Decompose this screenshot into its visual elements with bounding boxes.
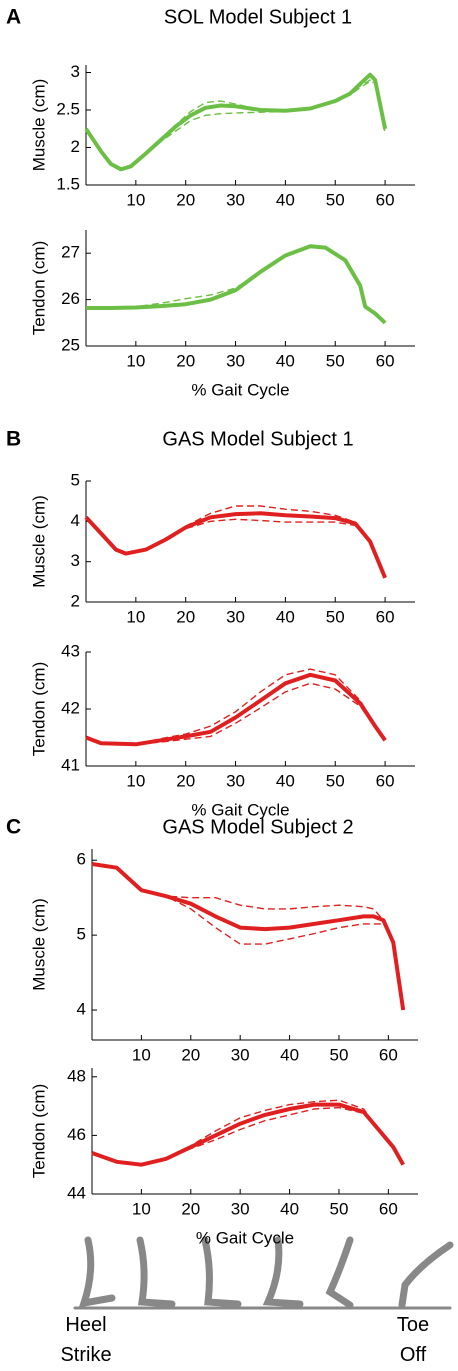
x-tick-label: 50 xyxy=(330,1045,349,1064)
data-line xyxy=(85,672,387,747)
y-tick-label: 44 xyxy=(67,1183,86,1202)
y-tick-label: 26 xyxy=(61,289,80,308)
x-tick-label: 40 xyxy=(276,351,295,370)
x-tick-label: 60 xyxy=(379,1045,398,1064)
y-axis-label: Tendon (cm) xyxy=(29,241,48,335)
gait-label: Heel Strike xyxy=(60,1314,112,1366)
data-line xyxy=(91,1102,405,1167)
y-axis-label: Muscle (cm) xyxy=(29,898,48,991)
y-tick-label: 42 xyxy=(61,698,80,717)
data-line xyxy=(84,72,388,172)
x-tick-label: 10 xyxy=(132,1199,151,1218)
x-tick-label: 30 xyxy=(226,771,245,790)
x-tick-label: 30 xyxy=(231,1045,250,1064)
panel-label: C xyxy=(6,816,21,839)
y-tick-label: 43 xyxy=(61,641,80,660)
data-line xyxy=(91,862,406,1011)
x-tick-label: 40 xyxy=(276,771,295,790)
data-line-dashed xyxy=(85,682,386,745)
x-tick-label: 10 xyxy=(132,1045,151,1064)
data-line-dashed xyxy=(91,1106,404,1166)
x-tick-label: 10 xyxy=(126,351,145,370)
y-tick-label: 2.5 xyxy=(56,99,80,118)
x-tick-label: 60 xyxy=(376,190,395,209)
x-tick-label: 60 xyxy=(376,607,395,626)
x-tick-label: 20 xyxy=(176,190,195,209)
x-tick-label: 30 xyxy=(226,190,245,209)
y-tick-label: 6 xyxy=(77,850,86,869)
panel-label: B xyxy=(6,428,21,451)
y-tick-label: 25 xyxy=(61,335,80,354)
x-tick-label: 10 xyxy=(126,190,145,209)
x-tick-label: 40 xyxy=(280,1045,299,1064)
data-line-dashed xyxy=(85,505,386,579)
x-tick-label: 30 xyxy=(231,1199,250,1218)
chart-title: GAS Model Subject 1 xyxy=(162,428,353,450)
y-axis-label: Tendon (cm) xyxy=(29,662,48,756)
x-tick-label: 20 xyxy=(181,1199,200,1218)
x-tick-label: 30 xyxy=(226,351,245,370)
x-tick-label: 50 xyxy=(326,351,345,370)
data-line-dashed xyxy=(85,668,386,745)
y-axis-label: Muscle (cm) xyxy=(29,79,48,172)
x-tick-label: 50 xyxy=(326,771,345,790)
y-tick-label: 46 xyxy=(67,1125,86,1144)
data-line xyxy=(86,244,387,325)
x-tick-label: 50 xyxy=(326,190,345,209)
gait-illustration xyxy=(73,1236,454,1310)
x-tick-label: 50 xyxy=(330,1199,349,1218)
x-axis-label: % Gait Cycle xyxy=(191,380,289,399)
x-tick-label: 20 xyxy=(176,351,195,370)
y-tick-label: 2 xyxy=(71,137,80,156)
y-tick-label: 27 xyxy=(61,243,80,262)
data-line-dashed xyxy=(85,80,386,170)
x-tick-label: 60 xyxy=(376,771,395,790)
x-tick-label: 60 xyxy=(379,1199,398,1218)
y-tick-label: 2 xyxy=(71,591,80,610)
y-tick-label: 5 xyxy=(71,470,80,489)
y-axis-label: Muscle (cm) xyxy=(29,495,48,588)
y-tick-label: 4 xyxy=(77,1000,86,1019)
x-tick-label: 20 xyxy=(176,771,195,790)
x-tick-label: 40 xyxy=(276,190,295,209)
x-tick-label: 20 xyxy=(176,607,195,626)
data-line-dashed xyxy=(86,245,386,324)
gait-label: Toe Off xyxy=(396,1314,430,1366)
x-tick-label: 10 xyxy=(126,771,145,790)
x-tick-label: 30 xyxy=(226,607,245,626)
chart-title: SOL Model Subject 1 xyxy=(164,6,352,28)
chart-title: GAS Model Subject 2 xyxy=(162,816,353,838)
data-line-dashed xyxy=(91,863,404,1011)
x-tick-label: 40 xyxy=(276,607,295,626)
data-line-dashed xyxy=(85,79,386,170)
y-tick-label: 4 xyxy=(71,511,80,530)
x-axis-label: % Gait Cycle xyxy=(196,1228,294,1247)
y-tick-label: 41 xyxy=(61,755,80,774)
y-tick-label: 3 xyxy=(71,62,80,81)
panel-label: A xyxy=(6,6,21,29)
y-tick-label: 48 xyxy=(67,1066,86,1085)
x-tick-label: 50 xyxy=(326,607,345,626)
y-tick-label: 1.5 xyxy=(56,174,80,193)
y-tick-label: 3 xyxy=(71,551,80,570)
data-line-dashed xyxy=(85,516,386,579)
x-tick-label: 10 xyxy=(126,607,145,626)
x-axis-label: % Gait Cycle xyxy=(191,800,289,819)
y-axis-label: Tendon (cm) xyxy=(29,1084,48,1178)
x-tick-label: 40 xyxy=(280,1199,299,1218)
y-tick-label: 5 xyxy=(77,925,86,944)
x-tick-label: 60 xyxy=(376,351,395,370)
x-tick-label: 20 xyxy=(181,1045,200,1064)
